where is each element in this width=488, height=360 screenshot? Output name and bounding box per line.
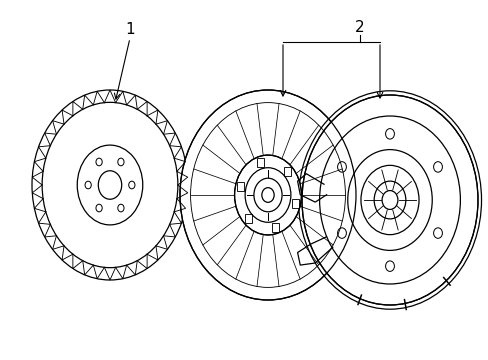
Text: 1: 1 [125, 22, 135, 37]
Ellipse shape [302, 95, 477, 305]
Ellipse shape [180, 90, 355, 300]
Ellipse shape [32, 90, 187, 280]
Ellipse shape [234, 155, 301, 235]
Text: 2: 2 [354, 21, 364, 36]
